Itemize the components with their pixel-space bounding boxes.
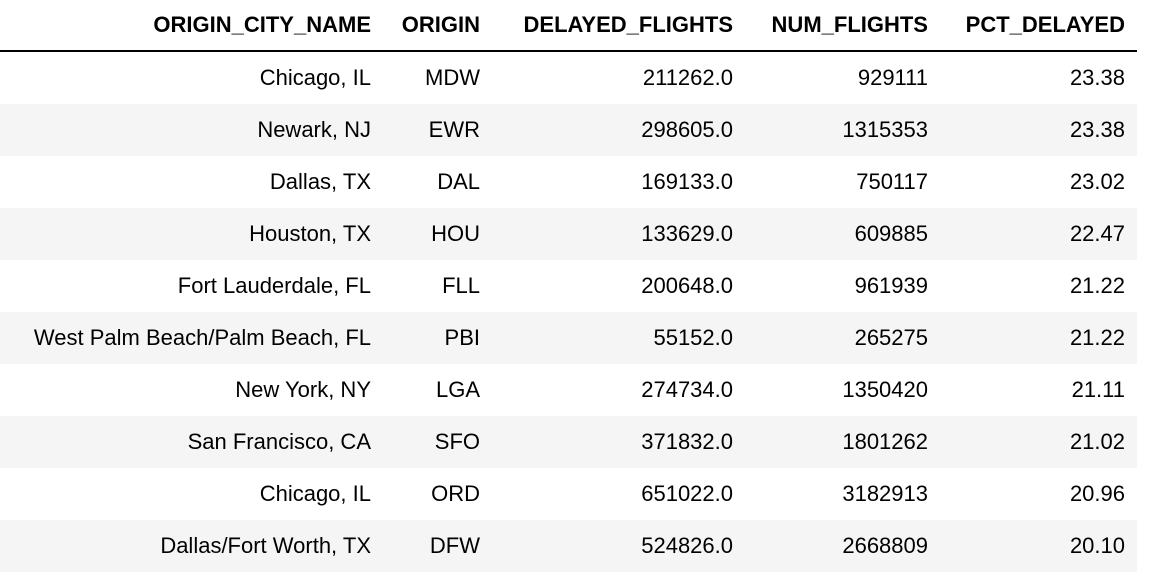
cell-origin: PBI: [383, 312, 492, 364]
cell-origin-city-name: Fort Lauderdale, FL: [177, 273, 371, 298]
cell-num-flights: 929111: [857, 65, 928, 90]
cell-delayed-flights: 524826.0: [492, 520, 745, 572]
header-row: ORIGIN_CITY_NAME ORIGIN DELAYED_FLIGHTS …: [0, 0, 1137, 52]
cell-delayed-flights: 298605.0: [492, 104, 745, 156]
cell-num-flights: 2668809: [745, 520, 940, 572]
cell-delayed-flights: 274734.0: [641, 377, 733, 402]
cell-delayed-flights: 169133.0: [641, 169, 733, 194]
cell-delayed-flights: 651022.0: [641, 481, 733, 506]
cell-pct-delayed: 23.38: [940, 104, 1137, 156]
cell-origin: SFO: [383, 416, 492, 468]
column-header-delayed-flights: DELAYED_FLIGHTS: [492, 0, 745, 52]
cell-origin-city-name: San Francisco, CA: [0, 416, 383, 468]
column-header-origin: ORIGIN: [383, 0, 492, 52]
cell-origin-city-name: Chicago, IL: [259, 481, 371, 506]
cell-pct-delayed: 21.22: [1069, 273, 1125, 298]
cell-origin-city-name: Dallas, TX: [269, 169, 371, 194]
table-row: Chicago, IL ORD 651022.0 3182913 20.96: [0, 468, 1137, 520]
cell-num-flights: 1350420: [842, 377, 928, 402]
cell-pct-delayed: 23.02: [1069, 169, 1125, 194]
table-row: Chicago, IL MDW 211262.0 929111 23.38: [0, 51, 1137, 104]
column-header-origin-city-name: ORIGIN_CITY_NAME: [0, 0, 383, 52]
cell-origin: FLL: [442, 273, 480, 298]
cell-pct-delayed: 21.22: [940, 312, 1137, 364]
table-row: Newark, NJ EWR 298605.0 1315353 23.38: [0, 104, 1137, 156]
column-header-num-flights: NUM_FLIGHTS: [745, 0, 940, 52]
cell-origin: EWR: [383, 104, 492, 156]
cell-origin: LGA: [435, 377, 480, 402]
table-row: Dallas, TX DAL 169133.0 750117 23.02: [0, 156, 1137, 208]
table-body: Chicago, IL MDW 211262.0 929111 23.38 Ne…: [0, 51, 1137, 572]
cell-origin: DFW: [383, 520, 492, 572]
cell-pct-delayed: 22.47: [940, 208, 1137, 260]
cell-pct-delayed: 20.10: [940, 520, 1137, 572]
table-row: Dallas/Fort Worth, TX DFW 524826.0 26688…: [0, 520, 1137, 572]
cell-pct-delayed: 21.11: [1071, 377, 1125, 402]
cell-delayed-flights: 211262.0: [642, 65, 733, 90]
table-row: New York, NY LGA 274734.0 1350420 21.11: [0, 364, 1137, 416]
table-row: West Palm Beach/Palm Beach, FL PBI 55152…: [0, 312, 1137, 364]
cell-origin-city-name: New York, NY: [235, 377, 371, 402]
table-row: San Francisco, CA SFO 371832.0 1801262 2…: [0, 416, 1137, 468]
table-header: ORIGIN_CITY_NAME ORIGIN DELAYED_FLIGHTS …: [0, 0, 1137, 52]
cell-origin-city-name: West Palm Beach/Palm Beach, FL: [0, 312, 383, 364]
table-row: Fort Lauderdale, FL FLL 200648.0 961939 …: [0, 260, 1137, 312]
cell-num-flights: 961939: [854, 273, 928, 298]
cell-num-flights: 1315353: [745, 104, 940, 156]
cell-num-flights: 265275: [745, 312, 940, 364]
cell-num-flights: 3182913: [842, 481, 928, 506]
cell-num-flights: 1801262: [745, 416, 940, 468]
cell-pct-delayed: 20.96: [1069, 481, 1125, 506]
cell-origin-city-name: Chicago, IL: [259, 65, 371, 90]
column-header-pct-delayed: PCT_DELAYED: [940, 0, 1137, 52]
cell-pct-delayed: 21.02: [940, 416, 1137, 468]
cell-num-flights: 750117: [856, 169, 928, 194]
cell-delayed-flights: 133629.0: [492, 208, 745, 260]
cell-delayed-flights: 55152.0: [492, 312, 745, 364]
cell-origin: ORD: [431, 481, 480, 506]
cell-pct-delayed: 23.38: [1069, 65, 1125, 90]
cell-delayed-flights: 200648.0: [641, 273, 733, 298]
cell-origin: DAL: [437, 169, 480, 194]
cell-origin-city-name: Dallas/Fort Worth, TX: [0, 520, 383, 572]
cell-origin-city-name: Houston, TX: [0, 208, 383, 260]
cell-delayed-flights: 371832.0: [492, 416, 745, 468]
cell-origin: HOU: [383, 208, 492, 260]
table-row: Houston, TX HOU 133629.0 609885 22.47: [0, 208, 1137, 260]
cell-origin: MDW: [425, 65, 480, 90]
cell-num-flights: 609885: [745, 208, 940, 260]
cell-origin-city-name: Newark, NJ: [0, 104, 383, 156]
